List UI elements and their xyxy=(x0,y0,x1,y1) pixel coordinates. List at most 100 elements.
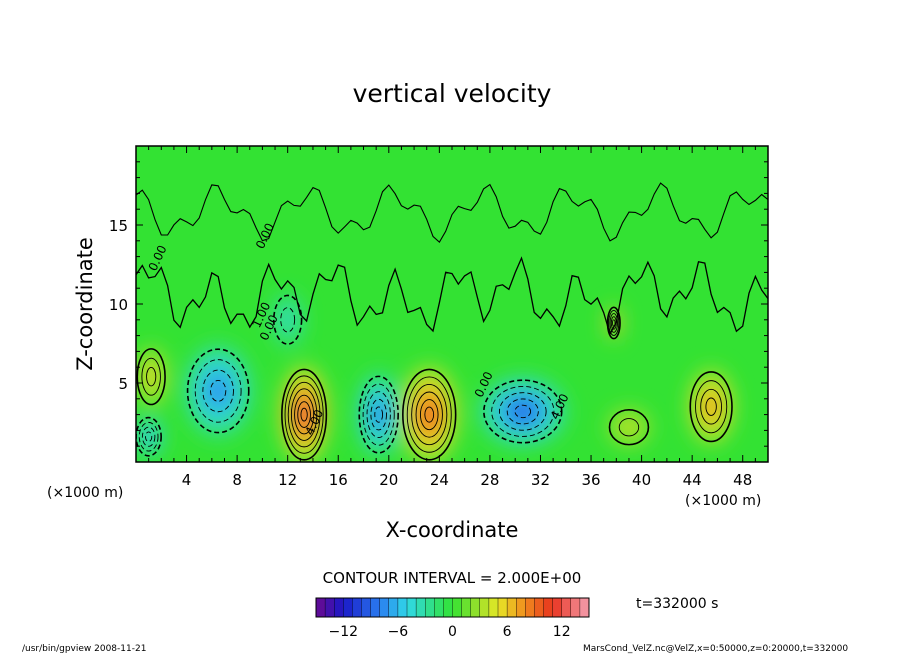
colorbar-segment-25 xyxy=(543,597,554,618)
contour-9-1 xyxy=(138,421,159,452)
contour-2-1 xyxy=(695,380,728,434)
contour-2-2 xyxy=(700,388,722,425)
x-tick-label-20: 20 xyxy=(379,471,398,489)
contour-6-2 xyxy=(202,369,234,413)
colorbar-segment-11 xyxy=(415,597,426,618)
zero-contour-top xyxy=(136,182,768,243)
x-unit-right: (×1000 m) xyxy=(685,493,761,509)
contour-1-0 xyxy=(402,368,457,461)
contour-7-0 xyxy=(358,375,399,454)
field-extremum-1 xyxy=(424,406,435,424)
field-extremum-9 xyxy=(145,431,153,443)
colorbar-segment-20 xyxy=(497,597,508,618)
colorbar-segment-13 xyxy=(434,597,444,618)
contour-2-0 xyxy=(689,371,733,443)
x-tick-label-36: 36 xyxy=(581,471,600,489)
contour-lines xyxy=(136,182,768,461)
colorbar xyxy=(315,597,590,618)
colorbar-segment-8 xyxy=(388,597,399,618)
contour-7-3 xyxy=(370,398,387,431)
x-tick-label-8: 8 xyxy=(232,471,242,489)
y-axis: 5 10 15 xyxy=(109,161,768,447)
contour-10-1 xyxy=(280,307,296,333)
x-tick-label-44: 44 xyxy=(683,471,702,489)
colorbar-segment-28 xyxy=(570,597,581,618)
contour-7-1 xyxy=(362,383,395,446)
contour-2-3 xyxy=(705,397,717,416)
y-tick-label-5: 5 xyxy=(118,375,128,393)
colorbar-segment-4 xyxy=(352,597,362,618)
field-extremum-0 xyxy=(300,407,308,422)
field-extremum-8 xyxy=(513,404,532,419)
y-tick-label-15: 15 xyxy=(109,217,128,235)
contour-4-2 xyxy=(146,366,157,387)
footer-program: /usr/bin/gpview 2008-11-21 xyxy=(22,644,146,654)
contour-0-3 xyxy=(290,388,318,441)
contour-5-1 xyxy=(618,418,640,437)
contour-6-0 xyxy=(186,348,250,434)
colorbar-segment-2 xyxy=(334,597,344,618)
colorbar-segment-14 xyxy=(443,597,453,618)
y-axis-label: Z-coordinate xyxy=(73,237,97,371)
field-extremum-5 xyxy=(617,417,641,438)
colorbar-segment-12 xyxy=(425,597,435,618)
contour-6-1 xyxy=(194,359,242,423)
colorbar-segment-9 xyxy=(397,597,408,618)
contour-9-3 xyxy=(145,431,153,442)
colorbar-segment-16 xyxy=(461,597,472,618)
colorbar-segment-0 xyxy=(315,597,326,618)
chart-title: vertical velocity xyxy=(353,79,552,108)
contour-1-4 xyxy=(419,399,439,431)
contour-0-1 xyxy=(284,375,324,454)
colorbar-segment-10 xyxy=(406,597,417,618)
colorbar-segment-18 xyxy=(479,597,490,618)
colorbar-segment-1 xyxy=(324,597,335,618)
field-extremum-7 xyxy=(374,405,384,424)
contour-1-2 xyxy=(411,384,448,446)
x-axis-label: X-coordinate xyxy=(386,518,519,542)
time-label: t=332000 s xyxy=(636,596,718,612)
contour-3-0 xyxy=(606,306,621,340)
field-extremum-2 xyxy=(705,396,718,417)
colorbar-segment-15 xyxy=(452,597,463,618)
x-tick-label-48: 48 xyxy=(733,471,752,489)
contour-8-1 xyxy=(491,385,555,437)
plot-area xyxy=(136,146,768,462)
contour-6-3 xyxy=(210,380,227,402)
colorbar-tick-label-6: 6 xyxy=(503,624,512,640)
contour-10-0 xyxy=(272,294,303,345)
contour-1-3 xyxy=(415,391,443,438)
contour-9-2 xyxy=(141,426,156,447)
zero-contour-upper xyxy=(136,256,768,336)
x-tick-label-12: 12 xyxy=(278,471,297,489)
footer-source: MarsCond_VelZ.nc@VelZ,x=0:50000,z=0:2000… xyxy=(583,644,848,654)
x-tick-label-40: 40 xyxy=(632,471,651,489)
contour-0-2 xyxy=(287,381,321,448)
colorbar-segment-26 xyxy=(552,597,563,618)
contour-interval-label: CONTOUR INTERVAL = 2.000E+00 xyxy=(323,569,582,587)
contour-7-4 xyxy=(374,406,384,423)
x-axis: 4 8 12 16 20 24 28 32 36 40 44 48 xyxy=(148,146,756,489)
y-tick-label-10: 10 xyxy=(109,296,128,314)
colorbar-segment-22 xyxy=(516,597,526,618)
contour-3-2 xyxy=(609,313,618,333)
x-tick-label-4: 4 xyxy=(182,471,192,489)
contour-7-2 xyxy=(366,391,391,438)
colorbar-frame xyxy=(315,597,590,618)
field-extremum-10 xyxy=(279,305,296,334)
contour-0-6 xyxy=(300,407,308,422)
colorbar-segment-7 xyxy=(379,597,390,618)
colorbar-ticks: −12 −6 0 6 12 xyxy=(329,624,571,640)
colorbar-segment-23 xyxy=(525,597,535,618)
colorbar-segment-17 xyxy=(470,597,481,618)
colorbar-tick-label-0: 0 xyxy=(448,624,457,640)
colorbar-tick-label-12: 12 xyxy=(553,624,571,640)
colorbar-segment-6 xyxy=(370,597,381,618)
contour-8-4 xyxy=(514,404,532,419)
contour-3-1 xyxy=(608,309,620,336)
contour-0-4 xyxy=(294,394,315,435)
x-tick-label-16: 16 xyxy=(329,471,348,489)
x-tick-label-32: 32 xyxy=(531,471,550,489)
colorbar-tick-label--12: −12 xyxy=(329,624,359,640)
